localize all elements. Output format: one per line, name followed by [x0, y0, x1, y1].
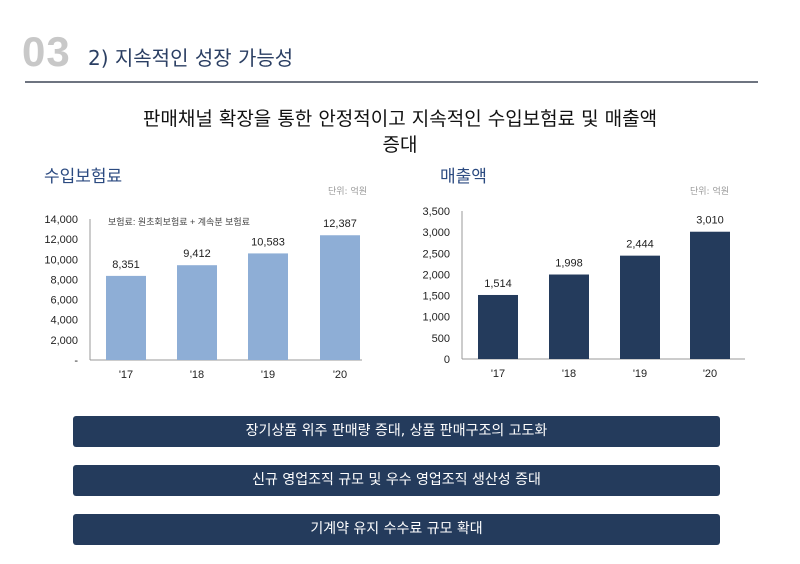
section-title: 2) 지속적인 성장 가능성 — [88, 46, 294, 70]
divider — [25, 81, 758, 83]
data-label: 3,010 — [696, 215, 724, 227]
y-tick-label: 3,500 — [422, 206, 450, 218]
y-tick-label: 2,000 — [50, 335, 78, 347]
bar-0 — [478, 294, 518, 359]
data-label: 1,514 — [484, 278, 512, 290]
banner-1: 장기상품 위주 판매량 증대, 상품 판매구조의 고도화 — [73, 416, 720, 447]
headline-line1: 판매채널 확장을 통한 안정적이고 지속적인 수입보험료 및 매출액 — [142, 108, 658, 130]
y-tick-label: 1,000 — [422, 312, 450, 324]
chart-annotation: 보험료: 원초회보험료 + 계속분 보험료 — [108, 216, 250, 227]
bar-1 — [549, 274, 589, 359]
unit-label-premium: 단위: 억원 — [328, 187, 368, 197]
chart-title-premium: 수입보험료 — [44, 167, 123, 187]
chart-title-sales: 매출액 — [440, 167, 487, 187]
x-tick-label: '17 — [119, 369, 133, 381]
x-tick-label: '20 — [333, 369, 347, 381]
y-tick-label: 2,500 — [422, 248, 450, 260]
bar-3 — [690, 231, 730, 359]
x-tick-label: '19 — [633, 368, 647, 380]
y-tick-label: 3,000 — [422, 227, 450, 239]
y-tick-label: 10,000 — [44, 254, 78, 266]
x-tick-label: '18 — [562, 368, 576, 380]
x-tick-label: '18 — [190, 369, 204, 381]
headline-line2: 증대 — [382, 134, 418, 156]
section-number: 03 — [22, 28, 71, 75]
x-tick-label: '17 — [491, 368, 505, 380]
bar-0 — [106, 275, 146, 360]
unit-label-sales: 단위: 억원 — [690, 187, 730, 197]
bar-3 — [320, 235, 360, 360]
data-label: 1,998 — [555, 258, 583, 270]
banner-3: 기계약 유지 수수료 규모 확대 — [73, 514, 720, 545]
data-label: 2,444 — [626, 239, 654, 251]
data-label: 10,583 — [251, 236, 285, 248]
y-tick-label: 1,500 — [422, 291, 450, 303]
y-tick-label: 4,000 — [50, 315, 78, 327]
headline: 판매채널 확장을 통한 안정적이고 지속적인 수입보험료 및 매출액 증대 — [60, 106, 740, 158]
bar-2 — [620, 255, 660, 359]
bar-1 — [177, 265, 217, 360]
y-tick-label: 0 — [444, 354, 450, 366]
y-tick-label: 8,000 — [50, 274, 78, 286]
y-tick-label: 500 — [432, 333, 450, 345]
data-label: 8,351 — [112, 259, 140, 271]
y-tick-label: 2,000 — [422, 269, 450, 281]
data-label: 12,387 — [323, 218, 357, 230]
y-tick-label: 14,000 — [44, 214, 78, 226]
x-tick-label: '20 — [703, 368, 717, 380]
y-tick-label: 12,000 — [44, 234, 78, 246]
bar-2 — [248, 253, 288, 360]
banner-2: 신규 영업조직 규모 및 우수 영업조직 생산성 증대 — [73, 465, 720, 496]
y-tick-label: - — [74, 355, 78, 367]
data-label: 9,412 — [183, 248, 211, 260]
y-tick-label: 6,000 — [50, 295, 78, 307]
x-tick-label: '19 — [261, 369, 275, 381]
